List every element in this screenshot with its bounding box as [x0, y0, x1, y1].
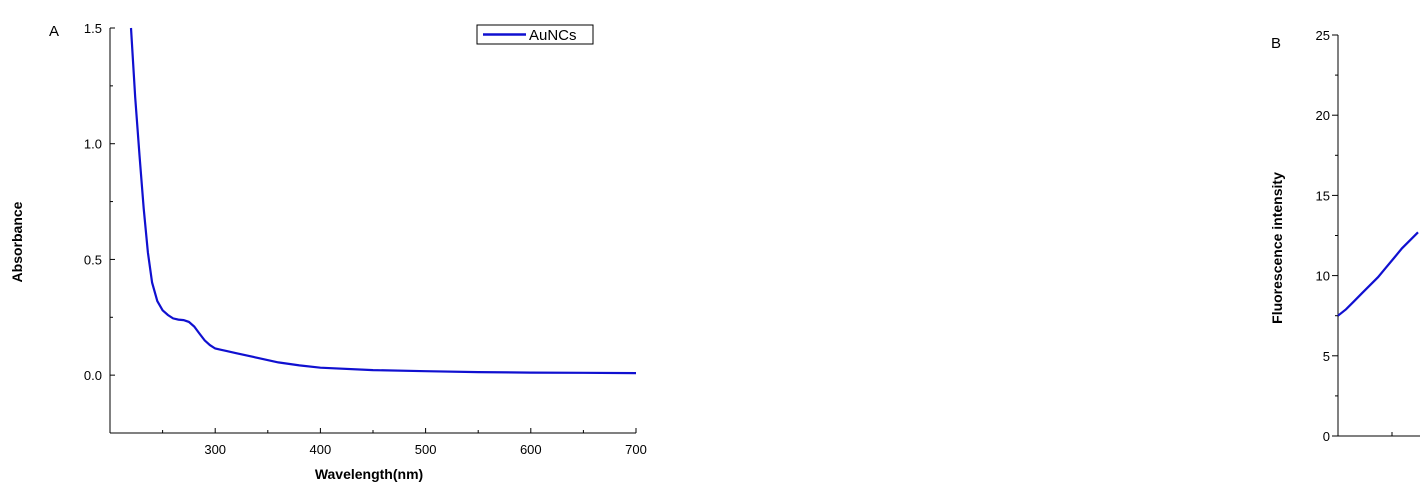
legend-box — [476, 24, 594, 45]
panel-b-y-tick-label: 0 — [1323, 429, 1330, 444]
panel-a-x-axis-title: Wavelength(nm) — [315, 466, 423, 482]
panel-a-x-tick-label: 300 — [204, 442, 226, 457]
panel-a-x-tick-label: 600 — [520, 442, 542, 457]
panel-a-x-tick-label: 500 — [415, 442, 437, 457]
panel-a-label: A — [49, 23, 59, 40]
panel-a-y-tick-label: 1.0 — [84, 137, 102, 152]
panel-b-y-axis-title: Fluorescence intensity — [1269, 172, 1285, 324]
panel-b-y-tick-label: 10 — [1316, 269, 1330, 284]
legend-label-auncs: AuNCs — [529, 27, 577, 44]
panel-b-series-line — [1337, 231, 1419, 317]
panel-b-y-tick-label: 20 — [1316, 108, 1330, 123]
panel-a-chart: A 0.0 0.5 1.0 1.5 300 400 500 600 700 Absorbanc… — [9, 21, 647, 482]
panel-a-y-tick-label: 1.5 — [84, 21, 102, 36]
panel-a-series-line-auncs — [129, 27, 637, 375]
panel-a-y-ticks: 0.0 0.5 1.0 1.5 — [84, 21, 115, 434]
panel-a-y-axis-title: Absorbance — [9, 201, 25, 282]
panel-a-legend: AuNCs — [476, 24, 594, 45]
panel-b-y-ticks: 0 5 10 15 20 25 — [1316, 28, 1338, 444]
panel-a-y-tick-label: 0.5 — [84, 252, 102, 267]
panel-b-label: B — [1271, 35, 1281, 52]
panel-a-x-tick-label: 400 — [310, 442, 332, 457]
panel-b-y-tick-label: 25 — [1316, 28, 1330, 43]
panel-a-x-ticks: 300 400 500 600 700 — [162, 428, 647, 457]
panel-a-y-tick-label: 0.0 — [84, 368, 102, 383]
panel-b-y-tick-label: 15 — [1316, 188, 1330, 203]
panel-b-chart: B 0 5 10 15 20 25 Fluorescence intensity — [1269, 28, 1420, 444]
panel-b-y-tick-label: 5 — [1323, 349, 1330, 364]
panel-a-x-tick-label: 700 — [625, 442, 647, 457]
